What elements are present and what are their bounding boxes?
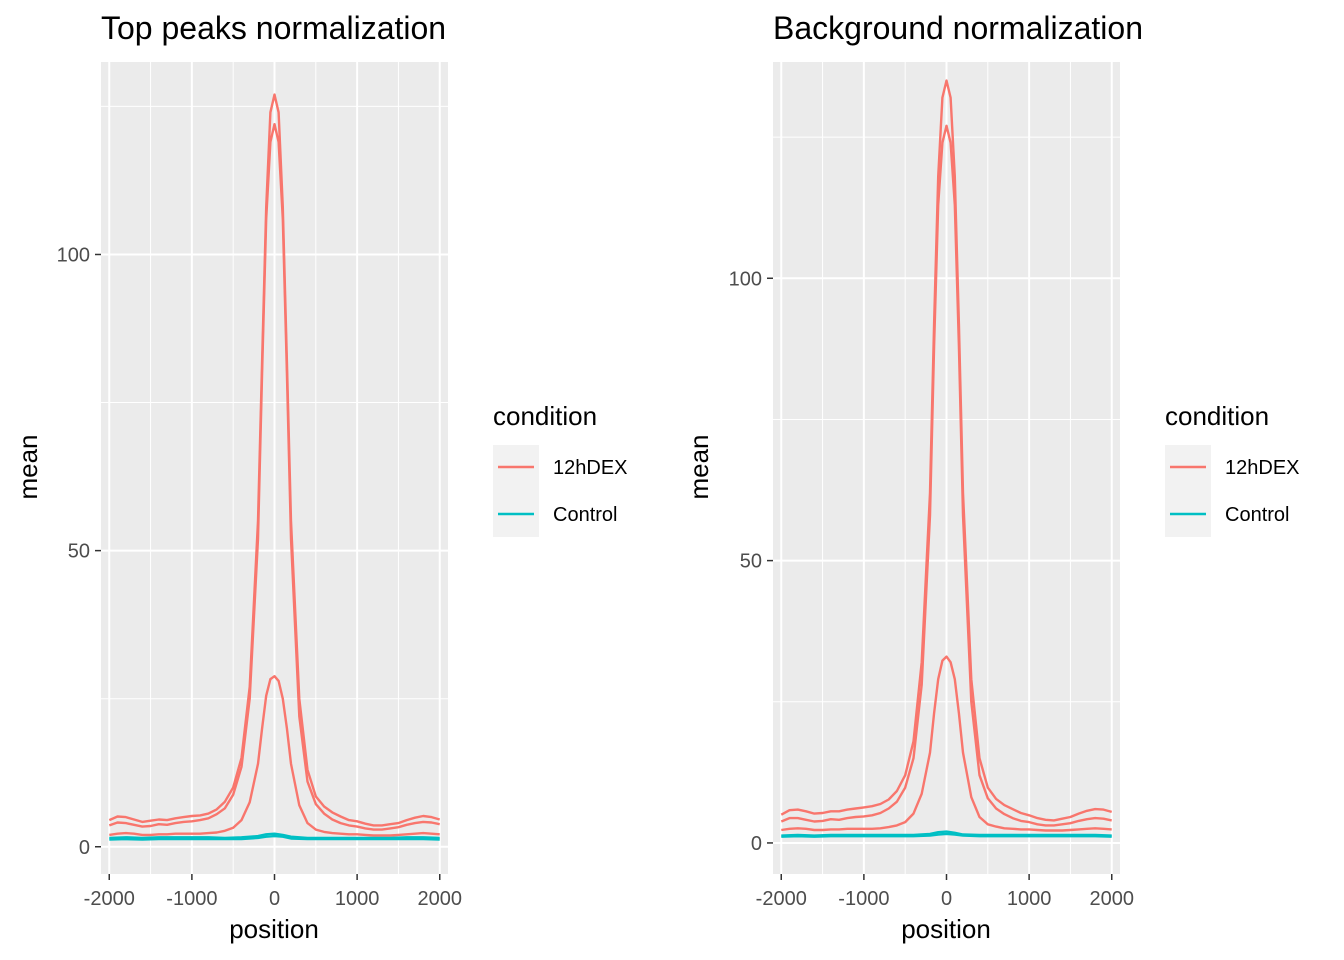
x-tick-label: 1000 bbox=[335, 888, 380, 910]
x-tick-label: 1000 bbox=[1007, 888, 1052, 910]
legend-label-12hdex: 12hDEX bbox=[553, 457, 628, 479]
y-tick-label: 100 bbox=[57, 244, 90, 266]
legend-label-control: Control bbox=[1225, 504, 1289, 526]
x-axis-title: position bbox=[229, 914, 319, 944]
y-tick-label: 0 bbox=[79, 837, 90, 859]
x-tick-label: 2000 bbox=[1089, 888, 1134, 910]
y-axis-title: mean bbox=[684, 434, 714, 499]
series-line-12hdex bbox=[780, 124, 1112, 827]
x-tick-label: 0 bbox=[941, 888, 952, 910]
x-axis-title: position bbox=[901, 914, 991, 944]
series-line-12hdex bbox=[781, 655, 1112, 832]
legend-label-12hdex: 12hDEX bbox=[1225, 457, 1300, 479]
x-tick-label: -2000 bbox=[756, 888, 807, 910]
series-line-12hdex bbox=[108, 123, 440, 831]
chart-title: Top peaks normalization bbox=[101, 10, 446, 46]
x-tick-label: -1000 bbox=[838, 888, 889, 910]
plot-area: -2000 -1000 0 1000 2000 0 50 100 bbox=[57, 62, 462, 910]
y-tick-label: 0 bbox=[751, 833, 762, 855]
chart-title: Background normalization bbox=[773, 10, 1143, 46]
x-tick-label: 2000 bbox=[417, 888, 462, 910]
panel-background: Background normalization -2000 -1000 0 1000… bbox=[684, 10, 1143, 944]
legend-key-background bbox=[1165, 445, 1211, 537]
legend-label-control: Control bbox=[553, 504, 617, 526]
y-tick-label: 50 bbox=[740, 551, 762, 573]
series-line-12hdex bbox=[108, 93, 441, 827]
plot-area: -2000 -1000 0 1000 2000 0 50 100 bbox=[729, 62, 1134, 910]
legend: condition 12hDEX Control bbox=[493, 401, 628, 537]
series-line-control bbox=[781, 832, 1112, 838]
series-line-12hdex bbox=[109, 675, 440, 837]
y-tick-label: 50 bbox=[68, 541, 90, 563]
legend: condition 12hDEX Control bbox=[1165, 401, 1300, 537]
series-line-12hdex bbox=[780, 79, 1113, 822]
series-line-control bbox=[109, 834, 440, 841]
x-tick-label: -1000 bbox=[166, 888, 217, 910]
x-tick-label: 0 bbox=[269, 888, 280, 910]
y-axis-title: mean bbox=[13, 434, 43, 499]
legend-key-background bbox=[493, 445, 539, 537]
legend-title: condition bbox=[493, 401, 597, 431]
legend-title: condition bbox=[1165, 401, 1269, 431]
panel-top-peaks: Top peaks normalization -2000 -1000 0 1000 2… bbox=[13, 10, 462, 944]
x-tick-label: -2000 bbox=[84, 888, 135, 910]
y-tick-label: 100 bbox=[729, 268, 762, 290]
